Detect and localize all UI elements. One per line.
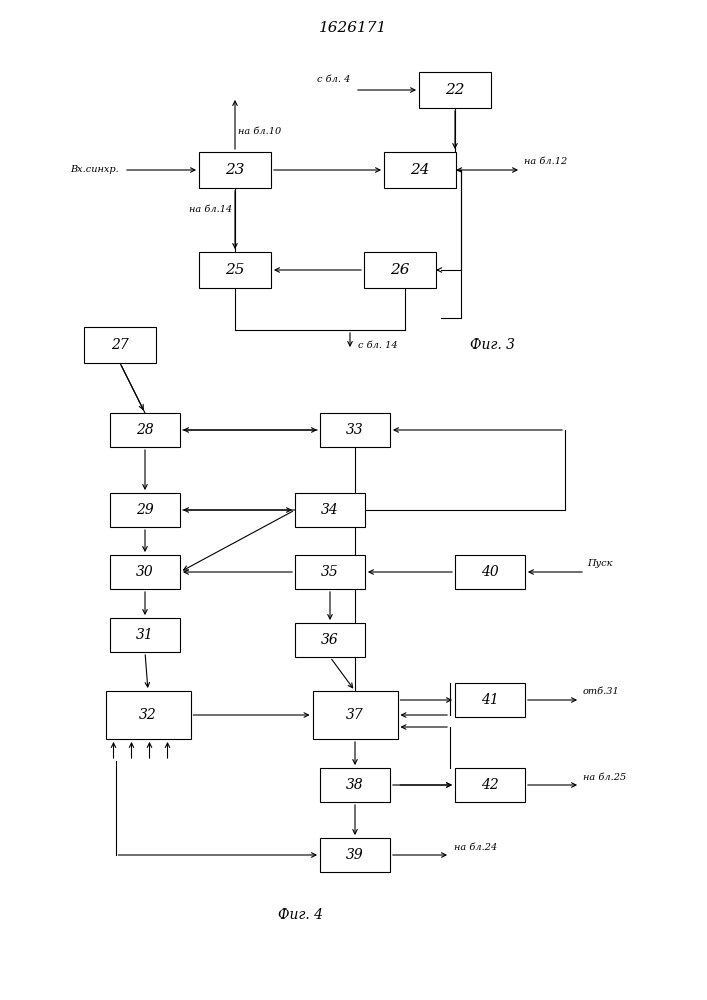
Bar [110,413,180,447]
Bar [199,252,271,288]
Bar [105,691,190,739]
Text: 23: 23 [226,163,245,177]
Text: отб.31: отб.31 [583,688,620,696]
Bar [364,252,436,288]
Text: 24: 24 [410,163,430,177]
Text: 29: 29 [136,503,154,517]
Bar [455,683,525,717]
Text: 42: 42 [481,778,499,792]
Text: 27: 27 [111,338,129,352]
Bar [320,768,390,802]
Text: 33: 33 [346,423,364,437]
Text: 28: 28 [136,423,154,437]
Text: 30: 30 [136,565,154,579]
Bar [312,691,397,739]
Text: Фиг. 4: Фиг. 4 [278,908,322,922]
Text: Фиг. 3: Фиг. 3 [470,338,515,352]
Text: на бл.14: на бл.14 [189,206,232,215]
Bar [84,327,156,363]
Text: 36: 36 [321,633,339,647]
Bar [295,555,365,589]
Text: на бл.10: на бл.10 [238,127,281,136]
Text: с бл. 4: с бл. 4 [317,76,350,85]
Bar [199,152,271,188]
Bar [110,618,180,652]
Text: 39: 39 [346,848,364,862]
Text: 34: 34 [321,503,339,517]
Bar [419,72,491,108]
Text: 41: 41 [481,693,499,707]
Text: на бл.12: на бл.12 [524,157,567,166]
Bar [384,152,456,188]
Text: Вх.синхр.: Вх.синхр. [70,165,119,174]
Bar [320,413,390,447]
Text: 35: 35 [321,565,339,579]
Bar [110,555,180,589]
Text: 25: 25 [226,263,245,277]
Text: на бл.25: на бл.25 [583,772,626,782]
Text: 1626171: 1626171 [319,21,387,35]
Bar [295,623,365,657]
Text: с бл. 14: с бл. 14 [358,340,397,350]
Text: 37: 37 [346,708,364,722]
Text: 26: 26 [390,263,410,277]
Text: 22: 22 [445,83,464,97]
Bar [295,493,365,527]
Text: 31: 31 [136,628,154,642]
Text: Пуск: Пуск [587,560,612,568]
Bar [455,768,525,802]
Bar [110,493,180,527]
Text: на бл.24: на бл.24 [454,842,497,852]
Bar [320,838,390,872]
Text: 40: 40 [481,565,499,579]
Bar [455,555,525,589]
Text: 32: 32 [139,708,157,722]
Text: 38: 38 [346,778,364,792]
